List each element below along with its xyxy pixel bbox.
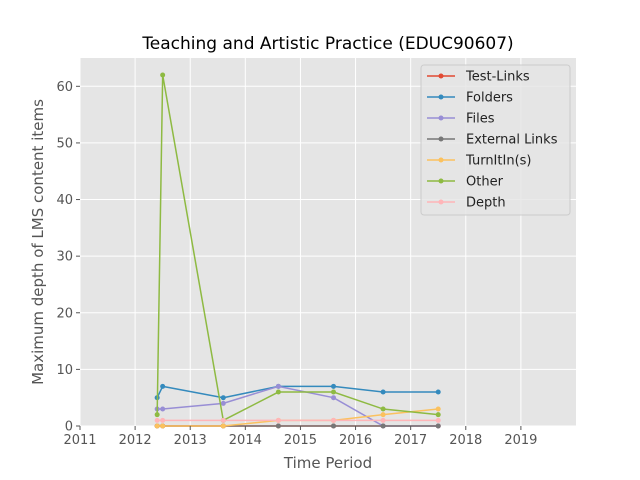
legend-marker xyxy=(438,178,444,184)
data-point-files xyxy=(275,383,281,389)
data-point-depth xyxy=(154,417,160,423)
series-other xyxy=(154,72,441,423)
data-point-depth xyxy=(435,417,441,423)
legend-label: TurnItIn(s) xyxy=(465,154,531,169)
data-point-folders xyxy=(435,389,441,395)
legend-label: Depth xyxy=(466,196,506,211)
data-point-files xyxy=(331,395,337,401)
data-point-depth xyxy=(160,417,166,423)
x-tick-label: 2011 xyxy=(63,433,96,448)
legend-item-other: Other xyxy=(427,175,504,190)
legend-marker xyxy=(438,199,444,205)
data-point-other xyxy=(380,406,386,412)
y-axis-label: Maximum depth of LMS content items xyxy=(29,99,47,385)
y-tick-label: 30 xyxy=(56,250,73,265)
data-point-other xyxy=(154,412,160,418)
x-axis-ticks: 2011 2012 2013 2014 2015 2016 2017 2018 2019 xyxy=(63,426,537,448)
data-point-other xyxy=(435,412,441,418)
x-tick-label: 2012 xyxy=(119,433,152,448)
data-point-folders xyxy=(160,383,166,389)
y-tick-label: 20 xyxy=(56,306,73,321)
data-point-turnitin-s xyxy=(160,423,166,429)
x-tick-label: 2017 xyxy=(394,433,427,448)
data-point-turnitin-s xyxy=(380,412,386,418)
legend-label: Test-Links xyxy=(465,70,530,85)
x-tick-label: 2016 xyxy=(339,433,372,448)
chart-title: Teaching and Artistic Practice (EDUC9060… xyxy=(141,34,513,54)
series-depth xyxy=(154,417,441,423)
legend-item-test-links: Test-Links xyxy=(427,70,530,85)
data-point-folders xyxy=(220,395,226,401)
legend-item-depth: Depth xyxy=(427,196,506,211)
legend-marker xyxy=(438,136,444,142)
legend-label: Folders xyxy=(466,91,513,106)
legend-label: Files xyxy=(466,112,495,127)
data-point-folders xyxy=(331,383,337,389)
data-point-folders xyxy=(380,389,386,395)
y-axis-ticks: 0 10 20 30 40 50 60 xyxy=(56,80,80,435)
x-tick-label: 2014 xyxy=(229,433,262,448)
legend-marker xyxy=(438,73,444,79)
x-tick-label: 2018 xyxy=(449,433,482,448)
legend-marker xyxy=(438,94,444,100)
legend-marker xyxy=(438,115,444,121)
y-tick-label: 10 xyxy=(56,363,73,378)
data-point-external-links xyxy=(275,423,281,429)
legend-item-files: Files xyxy=(427,112,495,127)
data-point-files xyxy=(220,400,226,406)
y-tick-label: 40 xyxy=(56,193,73,208)
y-tick-label: 0 xyxy=(65,420,73,435)
data-point-turnitin-s xyxy=(220,423,226,429)
data-point-external-links xyxy=(435,423,441,429)
data-point-other xyxy=(331,389,337,395)
y-tick-label: 60 xyxy=(56,80,73,95)
legend: Test-Links Folders Files External Links Turn… xyxy=(420,64,571,216)
data-point-depth xyxy=(220,417,226,423)
legend-item-folders: Folders xyxy=(427,91,513,106)
data-point-turnitin-s xyxy=(154,423,160,429)
y-tick-label: 50 xyxy=(56,136,73,151)
x-tick-label: 2015 xyxy=(284,433,317,448)
data-point-turnitin-s xyxy=(435,406,441,412)
data-point-depth xyxy=(275,417,281,423)
data-point-other xyxy=(275,389,281,395)
legend-box xyxy=(420,64,571,216)
legend-label: Other xyxy=(466,175,504,190)
x-tick-label: 2019 xyxy=(504,433,537,448)
data-point-depth xyxy=(331,417,337,423)
series-layer xyxy=(154,72,441,429)
x-axis-label: Time Period xyxy=(283,454,372,472)
data-point-other xyxy=(160,72,166,78)
data-point-depth xyxy=(380,417,386,423)
legend-label: External Links xyxy=(466,133,558,148)
data-point-files xyxy=(160,406,166,412)
legend-marker xyxy=(438,157,444,163)
legend-item-external-links: External Links xyxy=(427,133,558,148)
data-point-external-links xyxy=(331,423,337,429)
legend-item-turnitin-s: TurnItIn(s) xyxy=(427,154,531,169)
data-point-external-links xyxy=(380,423,386,429)
x-tick-label: 2013 xyxy=(174,433,207,448)
